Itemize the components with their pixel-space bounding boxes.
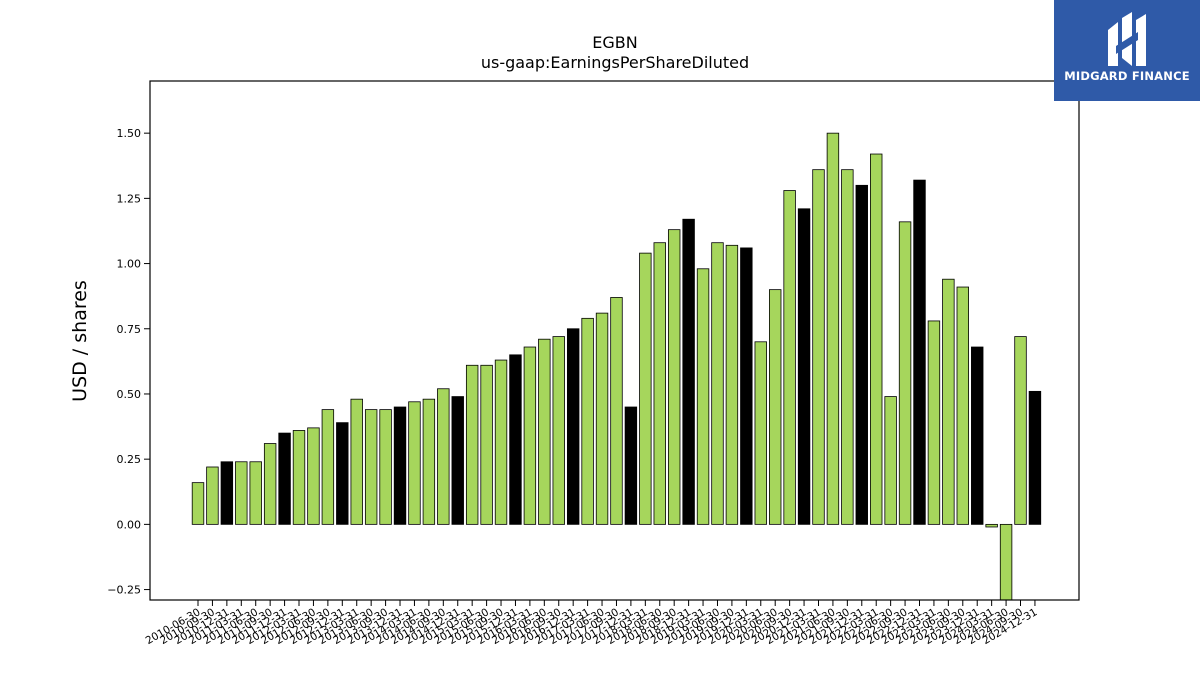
bar-2012-12-31 xyxy=(336,422,349,525)
bar-2012-06-30 xyxy=(307,427,320,525)
y-tick-label: 0.75 xyxy=(117,323,142,336)
bar-2011-06-30 xyxy=(249,461,262,525)
x-axis-ticks: 2010-06-302010-09-302010-12-312011-03-31… xyxy=(144,600,1039,647)
bar-2024-12-31 xyxy=(1028,390,1042,525)
bar-2019-03-31 xyxy=(696,268,710,525)
bar-2021-09-30 xyxy=(841,169,854,525)
y-tick-label: 1.50 xyxy=(117,127,142,140)
bar-2017-03-31 xyxy=(581,317,594,525)
bar-2021-03-31 xyxy=(812,169,825,525)
bar-2013-12-31 xyxy=(393,406,407,525)
bar-2014-03-31 xyxy=(408,401,421,525)
bar-2014-06-30 xyxy=(422,398,436,525)
bar-2015-12-31 xyxy=(509,354,522,525)
y-tick-label: 0.00 xyxy=(117,518,142,531)
bar-2010-06-30 xyxy=(191,482,205,525)
bar-2019-06-30 xyxy=(711,242,724,525)
bar-2017-06-30 xyxy=(595,312,609,525)
bar-2011-09-30 xyxy=(263,443,277,525)
bar-2018-03-31 xyxy=(639,252,652,525)
bar-2021-12-31 xyxy=(855,184,868,525)
bar-2013-09-30 xyxy=(379,409,392,525)
y-axis-ticks: −0.25 0.00 0.25 0.50 0.75 1.00 1.25 1.50 xyxy=(107,127,150,597)
plot-frame xyxy=(149,80,1080,601)
y-tick-label: 1.00 xyxy=(117,258,142,271)
chart-subtitle: us-gaap:EarningsPerShareDiluted xyxy=(481,53,749,72)
bar-2016-09-30 xyxy=(552,336,565,525)
bar-2015-09-30 xyxy=(494,359,508,525)
bar-2023-12-31 xyxy=(971,346,984,525)
bar-2018-12-31 xyxy=(682,218,695,525)
bar-2018-06-30 xyxy=(653,242,666,525)
bar-2023-06-30 xyxy=(942,278,955,525)
midgard-logo-icon xyxy=(1108,12,1146,66)
bar-2015-06-30 xyxy=(480,364,493,525)
logo-text: MIDGARD FINANCE xyxy=(1064,69,1190,83)
bar-2014-09-30 xyxy=(437,388,450,525)
bar-2010-09-30 xyxy=(206,466,219,525)
bar-2020-12-31 xyxy=(797,208,811,525)
bar-2012-03-31 xyxy=(292,430,306,525)
bar-2014-12-31 xyxy=(451,396,464,525)
bar-2021-06-30 xyxy=(826,132,840,525)
y-tick-label: −0.25 xyxy=(107,584,141,597)
bar-2024-03-31 xyxy=(985,523,998,528)
bar-2019-09-30 xyxy=(725,244,739,525)
y-tick-label: 1.25 xyxy=(117,192,142,205)
midgard-finance-logo: MIDGARD FINANCE xyxy=(1054,0,1200,101)
bars-group xyxy=(191,132,1042,600)
bar-2020-09-30 xyxy=(783,190,796,525)
bar-2020-03-31 xyxy=(754,341,767,525)
y-axis-label: USD / shares xyxy=(69,280,91,402)
bar-2015-03-31 xyxy=(465,364,479,525)
bar-2011-12-31 xyxy=(278,432,291,525)
bar-2018-09-30 xyxy=(667,229,681,525)
bar-2022-12-31 xyxy=(913,179,926,525)
bar-2022-03-31 xyxy=(870,153,883,525)
bar-2017-12-31 xyxy=(624,406,638,525)
bar-2010-12-31 xyxy=(220,461,234,525)
bar-2024-09-30 xyxy=(1014,336,1027,525)
bar-2012-09-30 xyxy=(321,409,335,525)
y-tick-label: 0.50 xyxy=(117,388,142,401)
chart-title: EGBN xyxy=(592,33,637,52)
bar-2016-03-31 xyxy=(523,346,537,525)
bar-2016-12-31 xyxy=(566,328,580,525)
bar-2022-06-30 xyxy=(884,396,897,525)
y-tick-label: 0.25 xyxy=(117,453,142,466)
bar-2023-03-31 xyxy=(927,320,941,525)
bar-2016-06-30 xyxy=(538,338,551,525)
bar-2020-06-30 xyxy=(769,289,782,525)
bar-2013-06-30 xyxy=(364,409,378,525)
bar-2022-09-30 xyxy=(898,221,912,525)
bar-2023-09-30 xyxy=(956,286,969,525)
bar-2013-03-31 xyxy=(350,398,363,525)
bar-2017-09-30 xyxy=(610,297,623,525)
bar-2011-03-31 xyxy=(235,461,248,525)
bar-2019-12-31 xyxy=(740,247,753,525)
bar-2024-06-30 xyxy=(999,523,1013,600)
